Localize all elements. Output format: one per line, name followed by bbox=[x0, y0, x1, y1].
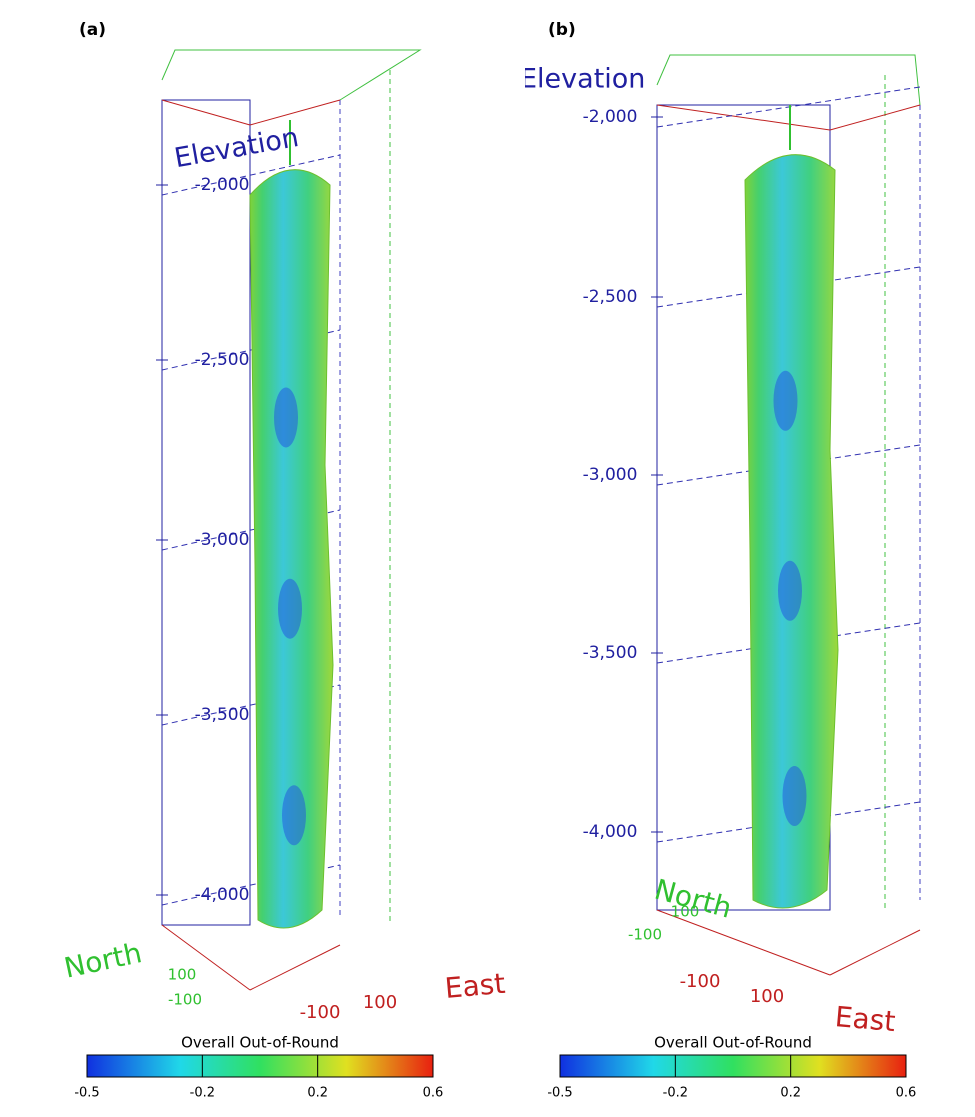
elevation-tick-label: -2,000 bbox=[195, 175, 250, 195]
east-tick-label: 100 bbox=[363, 992, 397, 1013]
axis-title: East bbox=[834, 1000, 897, 1038]
box-top bbox=[161, 99, 251, 126]
box-top bbox=[656, 104, 831, 131]
box-bottom bbox=[161, 924, 251, 991]
axis-title: North bbox=[61, 936, 144, 985]
box-bottom bbox=[249, 944, 341, 991]
shading bbox=[773, 370, 798, 431]
elevation-tick-label: -4,000 bbox=[583, 822, 638, 842]
shading bbox=[782, 766, 807, 826]
box-top bbox=[249, 99, 341, 126]
grid-line bbox=[656, 86, 921, 128]
box-edge bbox=[656, 54, 921, 106]
elevation-tick-label: -2,000 bbox=[583, 107, 638, 127]
north-tick-label: 100 bbox=[671, 903, 700, 921]
axis-title: East bbox=[443, 967, 506, 1005]
colorbar-title: Overall Out-of-Round bbox=[181, 1034, 339, 1052]
colorbar-tick-label: 0.6 bbox=[423, 1086, 444, 1101]
elevation-tick-label: -3,000 bbox=[195, 530, 250, 550]
shading bbox=[778, 560, 802, 621]
elevation-tick-label: -2,500 bbox=[583, 287, 638, 307]
cavity-surface bbox=[249, 169, 334, 929]
panel: (b) Elevation -2,000 -2,500 -3,000 -3,500 -4,0… bbox=[520, 20, 921, 1038]
colorbar-tick-label: -0.5 bbox=[547, 1086, 572, 1101]
elevation-tick-label: -4,000 bbox=[195, 885, 250, 905]
box-bottom bbox=[656, 909, 831, 976]
grid-line bbox=[161, 154, 341, 196]
colorbar-tick-label: -0.2 bbox=[663, 1086, 688, 1101]
box-top bbox=[829, 104, 921, 131]
north-tick-label: 100 bbox=[168, 966, 197, 984]
shading bbox=[274, 387, 298, 448]
shading bbox=[282, 785, 306, 846]
shading bbox=[278, 578, 302, 639]
east-tick-label: -100 bbox=[300, 1002, 341, 1023]
box-front bbox=[161, 99, 251, 926]
panel: (a) Elevation-2,000 -2,500 -3,000 -3,500 -4,0… bbox=[61, 20, 506, 1023]
cavity-surface bbox=[744, 154, 839, 909]
north-tick-label: -100 bbox=[168, 991, 202, 1009]
axis-title: Elevation bbox=[172, 122, 301, 174]
colorbar-tick-label: -0.2 bbox=[190, 1086, 215, 1101]
axis-title: Elevation bbox=[520, 64, 645, 95]
colorbar-tick-label: 0.2 bbox=[307, 1086, 328, 1101]
box-bottom bbox=[829, 929, 921, 976]
colorbar bbox=[559, 1054, 907, 1078]
box-edge bbox=[161, 49, 422, 101]
panel-label: (b) bbox=[548, 20, 576, 40]
colorbar-tick-label: 0.6 bbox=[896, 1086, 917, 1101]
elevation-tick-label: -3,500 bbox=[195, 705, 250, 725]
colorbar-title: Overall Out-of-Round bbox=[654, 1034, 812, 1052]
north-tick-label: -100 bbox=[628, 926, 662, 944]
elevation-tick-label: -2,500 bbox=[195, 350, 250, 370]
elevation-tick-label: -3,000 bbox=[583, 465, 638, 485]
east-tick-label: 100 bbox=[750, 986, 784, 1007]
colorbar bbox=[86, 1054, 434, 1078]
panel-label: (a) bbox=[79, 20, 106, 40]
colorbar-tick-label: 0.2 bbox=[780, 1086, 801, 1101]
elevation-tick-label: -3,500 bbox=[583, 643, 638, 663]
east-tick-label: -100 bbox=[680, 971, 721, 992]
colorbar-tick-label: -0.5 bbox=[74, 1086, 99, 1101]
